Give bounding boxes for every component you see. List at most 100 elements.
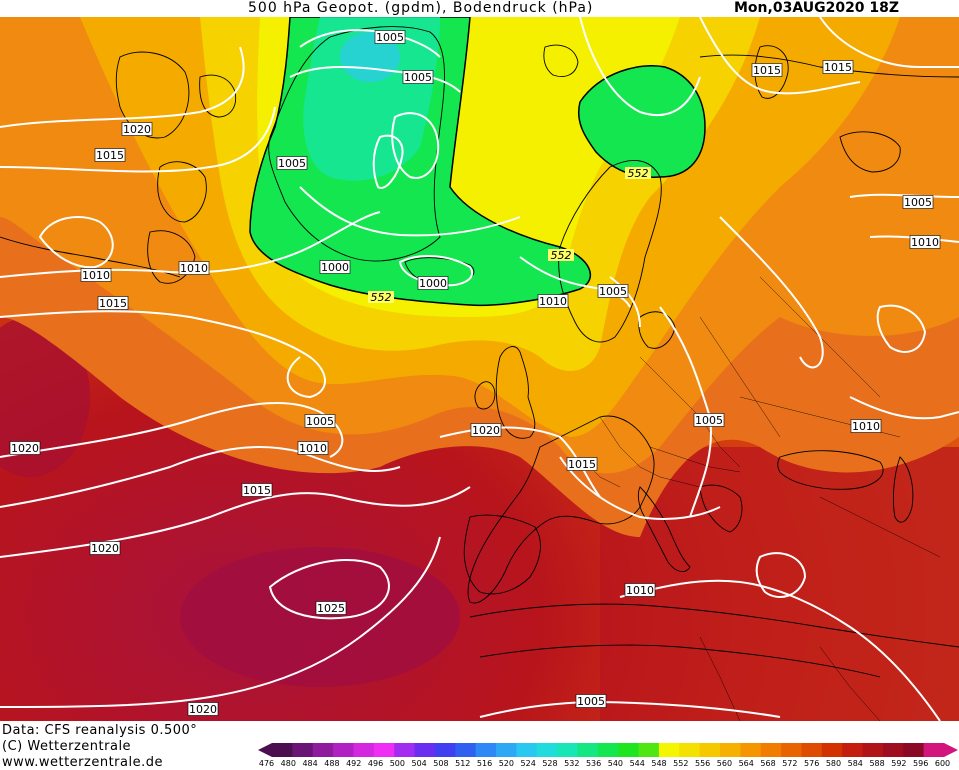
map-title: 500 hPa Geopot. (gpdm), Bodendruck (hPa) [248,0,594,16]
scale-tick-label: 588 [869,759,885,768]
scale-tick-label: 488 [324,759,340,768]
scale-cell [333,743,354,757]
scale-tick-label: 548 [651,759,667,768]
field-west-band [0,317,90,477]
isobar-label-text: 1010 [299,442,327,455]
scale-cell [516,743,538,757]
isobar-label-text: 1010 [539,295,567,308]
isobar-label: 1005 [276,156,308,170]
scale-tick-label: 592 [891,759,907,768]
scale-tick-label: 540 [607,759,624,768]
isobar-label-text: 1005 [404,71,432,84]
scale-cell [353,743,375,757]
isobar-label: 1005 [575,694,607,708]
scale-tick-label: 552 [673,759,689,768]
scale-cell [292,743,314,757]
isobar-label: 1005 [597,284,629,298]
scale-cell [638,743,660,757]
scale-cell [373,743,395,757]
scale-tick-label: 596 [913,759,929,768]
isobar-label: 1020 [187,702,219,716]
isobar-label: 1005 [902,195,934,209]
isobar-label: 1020 [470,423,502,437]
scale-cell [475,743,497,757]
isobar-label: 1015 [241,483,273,497]
isobar-label-text: 1015 [753,64,781,77]
scale-cell [842,743,864,757]
scale-tick-label: 572 [782,759,798,768]
isobar-label: 1010 [80,268,112,282]
isobar-label: 1015 [566,457,598,471]
scale-tick-label: 484 [302,759,318,768]
isobar-label: 1020 [89,541,121,555]
scale-tick-label: 500 [389,759,405,768]
scale-cell [679,743,701,757]
isobar-label-text: 1015 [96,149,124,162]
isobar-label: 1000 [417,276,449,290]
scale-cell [882,743,904,757]
scale-cell [781,743,802,757]
scale-tick-label: 544 [629,759,645,768]
isobar-label-text: 1010 [852,420,880,433]
isobar-label-text: 1020 [11,442,39,455]
scale-cell [658,743,680,757]
isobar-label: 1005 [402,70,434,84]
color-scale-bar [258,743,958,757]
isobar-label-text: 1025 [317,602,345,615]
scale-tick-label: 516 [476,759,493,768]
isobar-label: 1005 [693,413,725,427]
scale-tick-label: 532 [564,759,580,768]
isobar-label: 1020 [9,441,41,455]
scale-tick-label: 576 [804,759,820,768]
scale-cell [699,743,721,757]
isobar-label: 1005 [374,30,406,44]
scale-cell [760,743,782,757]
isobar-label-text: 1020 [472,424,500,437]
isobar-label: 1010 [297,441,329,455]
isobar-label-text: 1005 [577,695,605,708]
geopotential-label: 552 [368,291,394,304]
map-datetime: Mon,03AUG2020 18Z [734,0,900,16]
scale-tick-label: 508 [433,759,449,768]
scale-tick-label: 568 [760,759,776,768]
geopotential-labels: 552 552 552 [368,167,651,304]
scale-cell [272,743,293,757]
isobar-label-text: 1005 [376,31,404,44]
scale-cell [903,743,925,757]
scale-tick-label: 496 [367,759,384,768]
isobar-label-text: 1015 [568,458,596,471]
isobar-label: 1010 [178,261,210,275]
scale-tick-label: 584 [847,759,863,768]
scale-tick-label: 520 [498,759,514,768]
scale-cell [821,743,843,757]
isobar-label-text: 1010 [180,262,208,275]
scale-arrow-left [258,743,272,757]
isobar-label-text: 1005 [278,157,306,170]
geopotential-label: 552 [548,249,574,262]
copyright-text: (C) Wetterzentrale [2,739,132,754]
isobar-label: 1015 [97,296,129,310]
scale-cell [618,743,640,757]
scale-tick-label: 476 [258,759,275,768]
borders [579,276,941,721]
scale-cell [455,743,477,757]
isobar-label: 1010 [537,294,569,308]
scale-tick-label: 556 [694,759,711,768]
scale-tick-label: 560 [716,759,733,768]
isobar-label-text: 1005 [695,414,723,427]
isobar-label: 1015 [751,63,783,77]
geopotential-label-text: 552 [551,249,572,262]
isobar-label-text: 1005 [599,285,627,298]
isobar-label-text: 1015 [824,61,852,74]
website-link[interactable]: www.wetterzentrale.de [2,755,163,770]
scale-cell [801,743,823,757]
isobar-label-text: 1000 [321,261,349,274]
isobar-label-text: 1005 [904,196,932,209]
scale-cell [862,743,884,757]
scale-tick-label: 512 [455,759,471,768]
scale-tick-label: 564 [738,759,754,768]
color-scale-ticks: 476 480 484 488 492 496 500 504 508 512 516 520 524 5… [259,759,950,769]
scale-cell [923,743,945,757]
scale-cell [434,743,456,757]
scale-tick-label: 492 [346,759,362,768]
